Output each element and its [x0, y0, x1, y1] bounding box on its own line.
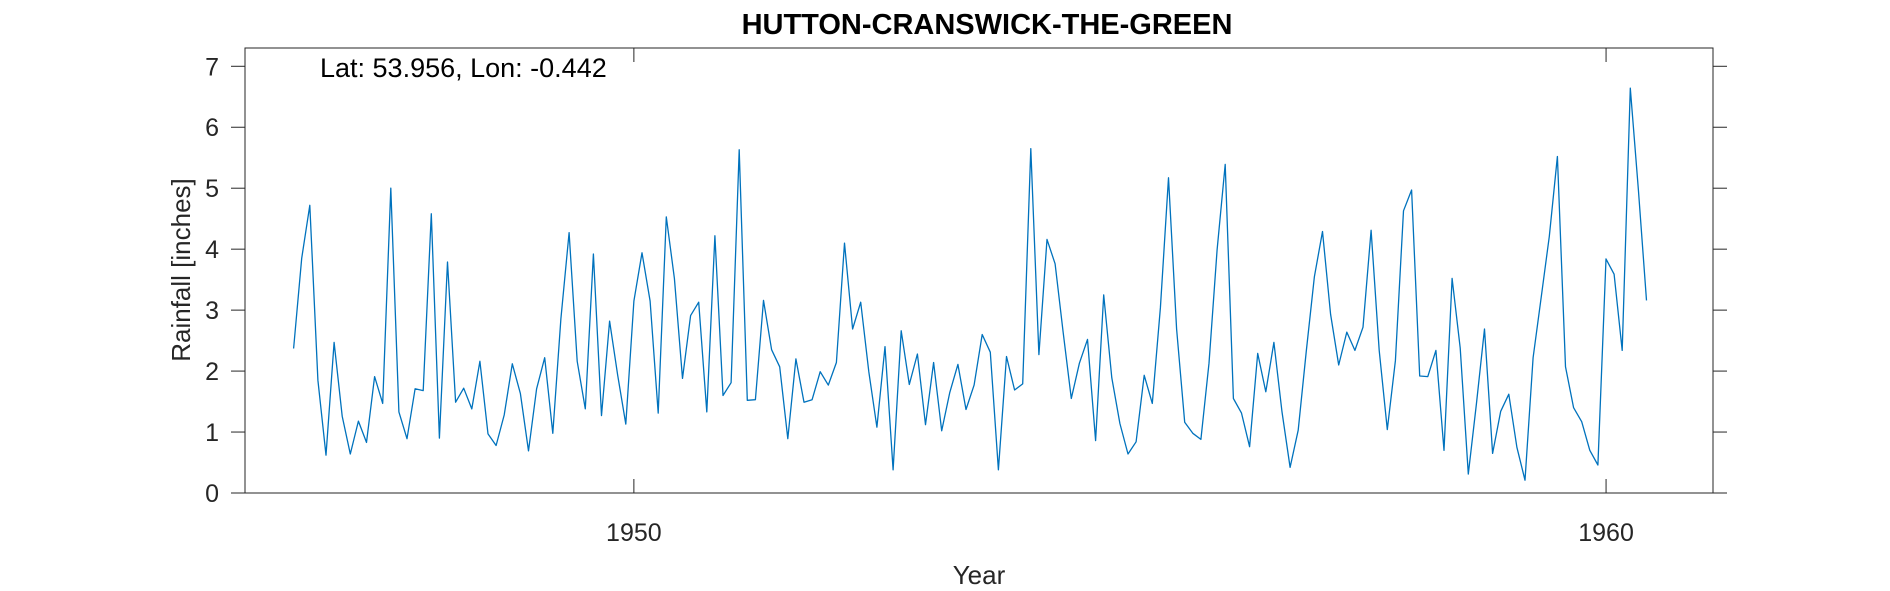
- plot-area: [245, 48, 1713, 493]
- y-axis-label: Rainfall [inches]: [166, 178, 196, 362]
- y-tick-label: 2: [205, 358, 219, 386]
- y-tick-label: 1: [205, 419, 219, 447]
- plot-frame: [244, 47, 1714, 494]
- x-axis-label: Year: [953, 560, 1006, 590]
- y-tick-label: 6: [205, 114, 219, 142]
- x-tick-label: 1950: [606, 519, 662, 547]
- x-tick-label: 1960: [1578, 519, 1634, 547]
- axes-box: [244, 47, 1714, 494]
- y-tick-label: 0: [205, 480, 219, 508]
- y-tick-label: 3: [205, 297, 219, 325]
- axis-ticks: 0 1 2 3 4 5 6 7 1950 1960: [205, 48, 1727, 547]
- rainfall-series-line: [292, 87, 1648, 481]
- coordinates-annotation: Lat: 53.956, Lon: -0.442: [320, 53, 607, 83]
- y-tick-label: 5: [205, 175, 219, 203]
- y-tick-label: 4: [205, 236, 219, 264]
- y-tick-label: 7: [205, 53, 219, 81]
- chart-title: HUTTON-CRANSWICK-THE-GREEN: [742, 9, 1233, 41]
